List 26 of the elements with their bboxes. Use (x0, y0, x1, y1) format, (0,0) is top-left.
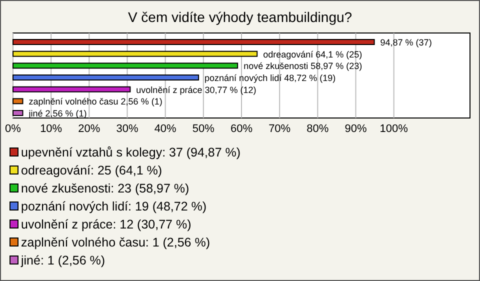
x-tick-label: 10% (40, 123, 62, 135)
data-label: jiné 2,56 % (1) (28, 108, 87, 118)
data-label: odreagování 64,1 % (25) (263, 49, 362, 60)
legend-label: poznání nových lidí: 19 (48,72 %) (21, 200, 207, 214)
x-tick-label: 100% (380, 123, 408, 135)
x-tick-label: 20% (78, 123, 100, 135)
legend-label: upevnění vztahů s kolegy: 37 (94,87 %) (21, 146, 241, 160)
legend-label: zaplnění volného času: 1 (2,56 %) (21, 236, 210, 250)
data-label: poznání nových lidí 48,72 % (19) (204, 73, 336, 83)
legend-label: uvolnění z práce: 12 (30,77 %) (21, 218, 192, 232)
x-tick-label: 30% (116, 123, 138, 135)
legend-label: jiné: 1 (2,56 %) (20, 254, 106, 268)
legend-label: odreagování: 25 (64,1 %) (21, 164, 162, 178)
data-label: nové zkušenosti 58,97 % (23) (244, 61, 362, 72)
data-label: zaplnění volného času 2,56 % (1) (28, 96, 162, 107)
x-tick-label: 60% (230, 123, 253, 135)
data-label: uvolnění z práce 30,77 % (12) (136, 84, 256, 95)
data-label: 94,87 % (37) (380, 38, 432, 48)
legend-label: nové zkušenosti: 23 (58,97 %) (21, 182, 190, 196)
x-tick-label: 40% (154, 123, 177, 135)
x-tick-label: 90% (344, 123, 367, 135)
chart-title: V čem vidíte výhody teambuildingu? (128, 9, 352, 25)
x-tick-label: 80% (306, 123, 329, 135)
x-tick-label: 0% (5, 123, 22, 135)
x-tick-label: 70% (268, 123, 291, 135)
x-tick-label: 50% (192, 123, 215, 135)
